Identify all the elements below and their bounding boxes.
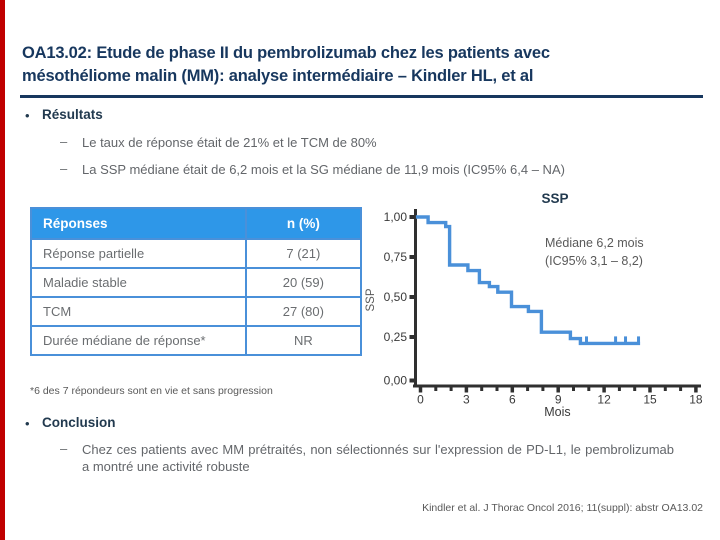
table-row: Durée médiane de réponse* NR — [30, 325, 363, 356]
x-tick-label: 0 — [417, 393, 424, 407]
median-annotation-line2: (IC95% 3,1 – 8,2) — [545, 254, 643, 268]
chart-title: SSP — [541, 191, 568, 206]
reference-citation: Kindler et al. J Thorac Oncol 2016; 11(s… — [422, 502, 703, 514]
x-axis-label: Mois — [544, 405, 570, 419]
responses-table: Réponses n (%) Réponse partielle 7 (21) … — [30, 207, 363, 356]
table-row: Réponse partielle 7 (21) — [30, 238, 363, 269]
left-accent-bar — [0, 0, 5, 540]
row-label: Réponse partielle — [30, 238, 247, 269]
row-value: 20 (59) — [244, 267, 363, 298]
row-label: TCM — [30, 296, 247, 327]
survival-curve — [415, 215, 641, 346]
table-row: Maladie stable 20 (59) — [30, 267, 363, 298]
y-tick-label: 1,00 — [384, 210, 408, 224]
row-value: NR — [244, 325, 363, 356]
row-label: Durée médiane de réponse* — [30, 325, 247, 356]
table-header-row: Réponses n (%) — [30, 207, 363, 240]
table-header-responses: Réponses — [30, 207, 247, 240]
results-bullet-1: Le taux de réponse était de 21% et le TC… — [82, 135, 377, 150]
dash-icon: – — [60, 441, 68, 456]
title-underline — [20, 95, 703, 98]
slide-title-line2: mésothéliome malin (MM): analyse intermé… — [22, 67, 534, 85]
results-bullet-2: La SSP médiane était de 6,2 mois et la S… — [82, 162, 565, 177]
row-value: 27 (80) — [244, 296, 363, 327]
x-tick-label: 12 — [597, 393, 611, 407]
y-tick-label: 0,25 — [384, 330, 408, 344]
x-tick-label: 9 — [555, 393, 562, 407]
y-axis-label: SSP — [365, 288, 377, 311]
median-annotation-line1: Médiane 6,2 mois — [545, 236, 644, 250]
conclusion-heading: Conclusion — [42, 415, 116, 430]
slide-title: OA13.02: Etude de phase II du pembrolizu… — [22, 42, 682, 88]
y-tick-label: 0,50 — [384, 290, 408, 304]
conclusion-text: Chez ces patients avec MM prétraités, no… — [82, 442, 674, 474]
x-tick-label: 18 — [689, 393, 703, 407]
table-row: TCM 27 (80) — [30, 296, 363, 327]
x-tick-label: 3 — [463, 393, 470, 407]
results-heading: Résultats — [42, 107, 103, 122]
y-tick-label: 0,75 — [384, 250, 408, 264]
bullet-icon: • — [25, 108, 30, 123]
x-tick-label: 6 — [509, 393, 516, 407]
y-tick-label: 0,00 — [384, 374, 408, 388]
bullet-icon: • — [25, 416, 30, 431]
x-tick-label: 15 — [643, 393, 657, 407]
table-header-n-pct: n (%) — [244, 207, 363, 240]
dash-icon: – — [60, 161, 68, 176]
row-label: Maladie stable — [30, 267, 247, 298]
dash-icon: – — [60, 134, 68, 149]
row-value: 7 (21) — [244, 238, 363, 269]
table-footnote: *6 des 7 répondeurs sont en vie et sans … — [30, 385, 273, 397]
slide-title-line1: OA13.02: Etude de phase II du pembrolizu… — [22, 44, 550, 62]
